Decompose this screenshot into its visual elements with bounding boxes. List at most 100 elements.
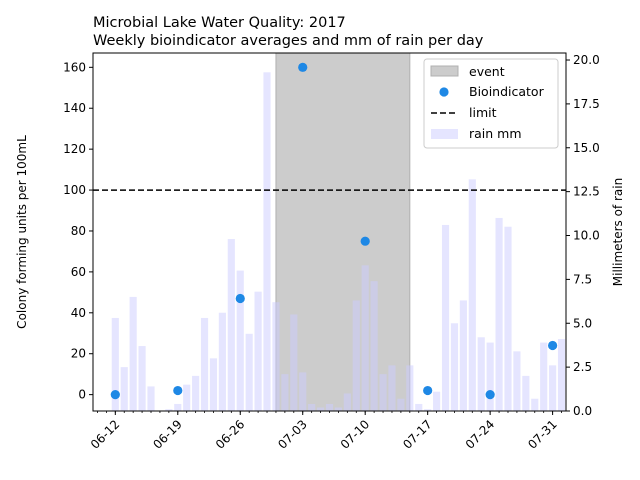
rain-bar	[522, 375, 530, 411]
legend-box	[423, 58, 559, 149]
y2-tick-label: 7.5	[573, 272, 592, 286]
rain-bar	[245, 333, 253, 411]
rain-bar	[299, 372, 307, 411]
x-tick-label: 06-12	[88, 417, 123, 452]
legend: event Bioindicator limit rain mm	[423, 58, 559, 149]
legend-label: limit	[469, 105, 497, 120]
rain-bar	[236, 270, 244, 411]
y-tick-label: 40	[71, 306, 86, 320]
rain-bar	[308, 403, 316, 411]
y-tick-label: 140	[63, 101, 86, 115]
rain-bar	[325, 403, 334, 411]
rain-bar	[361, 265, 369, 411]
chart-title: Microbial Lake Water Quality: 2017	[93, 15, 346, 31]
rain-bar	[477, 337, 485, 411]
rain-bar	[379, 374, 387, 411]
y2-tick-label: 2.5	[573, 360, 592, 374]
bioindicator-point	[423, 385, 433, 396]
y-tick-label: 160	[63, 60, 86, 74]
rain-bar	[397, 398, 405, 411]
y2-tick-label: 15.0	[573, 141, 600, 155]
rain-bar	[513, 351, 521, 411]
legend-bioindicator-marker	[439, 87, 449, 97]
y2-tick-label: 0.0	[573, 404, 592, 418]
rain-bar	[165, 409, 173, 411]
y2-tick-label: 12.5	[573, 185, 600, 199]
rain-bar	[227, 239, 235, 411]
y-tick-label: 20	[71, 347, 86, 361]
rain-bar	[129, 296, 137, 411]
rain-bar	[138, 346, 146, 411]
rain-bar	[281, 374, 289, 411]
legend-rain-swatch	[431, 129, 458, 139]
x-tick-label: 07-31	[525, 417, 560, 452]
rain-bar	[468, 179, 476, 411]
rain-bar	[459, 300, 467, 411]
bioindicator-point	[485, 390, 495, 400]
rain-bar	[218, 312, 226, 411]
rain-bar	[495, 217, 503, 411]
rain-bar	[540, 342, 548, 411]
rain-bar	[209, 358, 218, 411]
rain-bar	[352, 300, 360, 411]
rain-bar	[272, 302, 280, 411]
rain-bar	[486, 342, 494, 411]
rain-bar	[450, 323, 459, 411]
rain-bar	[174, 403, 182, 411]
rain-bar	[192, 375, 200, 411]
x-tick-label: 06-19	[150, 417, 185, 452]
y2-tick-label: 17.5	[573, 97, 600, 111]
x-tick-label: 07-10	[338, 417, 373, 452]
x-tick-label: 07-17	[400, 417, 435, 452]
event-span	[275, 52, 411, 412]
y2-tick-label: 5.0	[573, 316, 592, 330]
legend-label: rain mm	[469, 126, 522, 141]
rain-bars	[111, 72, 566, 411]
x-tick-label: 06-26	[213, 417, 248, 452]
legend-label: Bioindicator	[469, 84, 545, 99]
legend-label: event	[469, 64, 505, 79]
y-axis-label: Colony forming units per 100mL	[15, 135, 29, 329]
bioindicator-points	[110, 62, 558, 400]
y-tick-label: 120	[63, 142, 86, 156]
rain-bar	[424, 409, 432, 411]
bioindicator-point	[360, 236, 370, 246]
rain-bar	[200, 317, 209, 411]
y-tick-label: 100	[63, 183, 86, 197]
bioindicator-point	[298, 62, 308, 72]
rain-bar	[334, 407, 342, 411]
y-tick-label: 0	[78, 388, 86, 402]
rain-bar	[263, 72, 271, 411]
x-tick-label: 07-24	[463, 417, 498, 452]
rain-bar	[441, 224, 450, 411]
legend-event-swatch	[430, 65, 459, 77]
rain-bar	[290, 314, 298, 411]
rain-bar	[406, 365, 414, 411]
bioindicator-point	[110, 390, 120, 400]
rain-bar	[388, 365, 396, 411]
y-tick-label: 80	[71, 224, 86, 238]
rain-bar	[531, 398, 539, 411]
y2-tick-label: 20.0	[573, 53, 600, 67]
rain-bar	[111, 317, 119, 411]
bioindicator-point	[235, 293, 245, 304]
bioindicator-point	[173, 385, 183, 396]
rain-bar	[415, 403, 423, 411]
rain-bar	[549, 365, 557, 411]
rain-bar	[504, 226, 512, 411]
rain-bar	[557, 339, 566, 411]
bioindicator-point	[548, 340, 558, 351]
event-region	[275, 52, 411, 412]
y2-axis-label: Millimeters of rain	[611, 178, 625, 286]
x-tick-label: 07-03	[275, 417, 310, 452]
rain-bar	[433, 391, 441, 411]
chart-subtitle: Weekly bioindicator averages and mm of r…	[93, 33, 484, 49]
y-tick-label: 60	[71, 265, 86, 279]
rain-bar	[183, 384, 191, 411]
rain-bar	[317, 407, 325, 411]
rain-bar	[370, 281, 378, 411]
rain-bar	[120, 367, 128, 411]
y2-tick-label: 10.0	[573, 229, 600, 243]
rain-bar	[147, 386, 155, 411]
